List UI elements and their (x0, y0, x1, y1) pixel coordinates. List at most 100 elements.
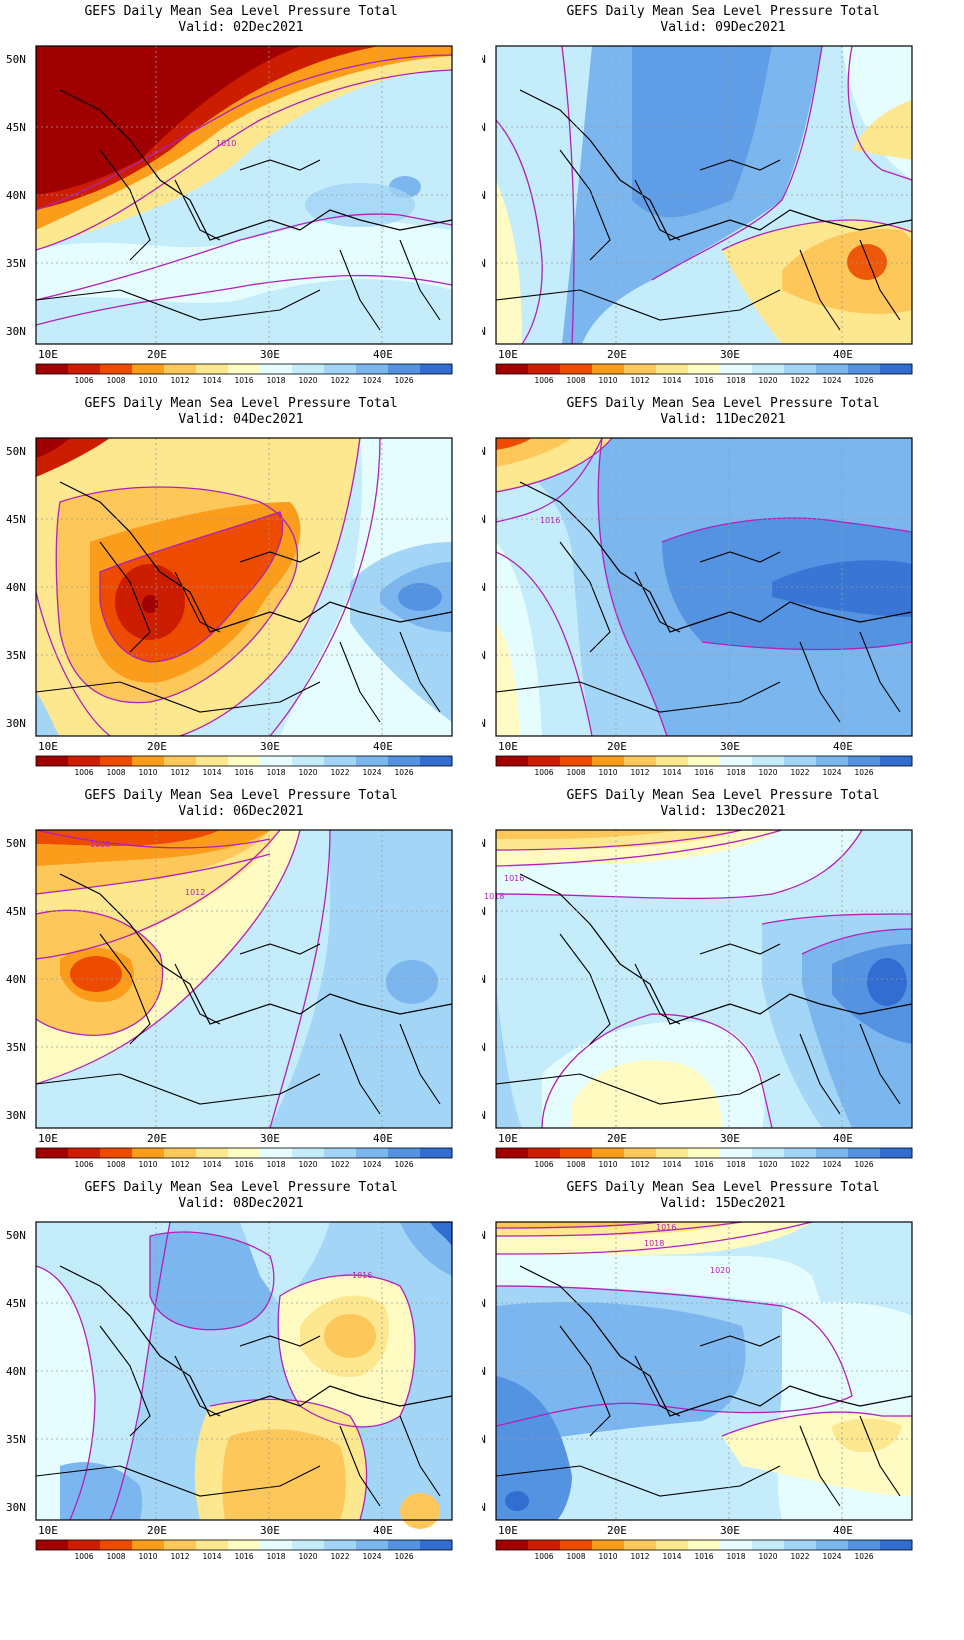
colorbar-swatch (228, 1148, 261, 1158)
lat-tick-label: 35N (6, 649, 26, 662)
colorbar-swatch (560, 1540, 593, 1550)
colorbar-label: 1008 (566, 1552, 585, 1561)
lon-tick-label: 10E (498, 348, 518, 361)
colorbar-swatch (592, 756, 625, 766)
colorbar-label: 1006 (534, 1160, 553, 1169)
colorbar-swatch (68, 1148, 101, 1158)
lat-tick-label: 30N (6, 1109, 26, 1122)
colorbar-swatch (816, 1148, 849, 1158)
colorbar-swatch (420, 364, 453, 374)
panel-valid-date: Valid: 06Dec2021 (178, 804, 304, 819)
lon-tick-label: 20E (147, 1132, 167, 1145)
colorbar-label: 1024 (362, 376, 381, 385)
pressure-map: 50N 45N 40N 35N 30N 10E 20E 30E 40E 1006… (6, 437, 453, 777)
lat-tick-label: 40N (482, 1365, 486, 1378)
colorbar-label: 1014 (662, 1160, 681, 1169)
colorbar-label: 1026 (394, 1160, 413, 1169)
map-panel-02dec: GEFS Daily Mean Sea Level Pressure Total… (0, 0, 482, 410)
colorbar-label: 1026 (854, 1160, 873, 1169)
colorbar-label: 1006 (534, 768, 553, 777)
colorbar-label: 1008 (566, 1160, 585, 1169)
colorbar-label: 1008 (106, 1552, 125, 1561)
colorbar-swatch (420, 756, 453, 766)
lat-tick-label: 35N (482, 649, 486, 662)
lat-tick-label: 45N (6, 121, 26, 134)
colorbar-label: 1014 (662, 376, 681, 385)
colorbar-swatch (496, 1148, 529, 1158)
lon-tick-label: 20E (607, 1132, 627, 1145)
colorbar-label: 1012 (170, 768, 189, 777)
lon-tick-label: 40E (373, 1132, 393, 1145)
colorbar-swatch (528, 1148, 561, 1158)
panel-valid-date: Valid: 13Dec2021 (660, 804, 786, 819)
colorbar-swatch (324, 364, 357, 374)
pressure-map: 1012 1008 50N 45N 40N 35N 30N 10E 20E 30… (6, 829, 453, 1169)
lon-tick-label: 10E (38, 740, 58, 753)
colorbar-label: 1010 (598, 1160, 617, 1169)
colorbar-label: 1012 (630, 376, 649, 385)
colorbar-swatch (496, 1540, 529, 1550)
contour-label: 1010 (216, 139, 236, 148)
colorbar-swatch (356, 1540, 389, 1550)
lat-tick-label: 30N (482, 325, 486, 338)
panel-title: GEFS Daily Mean Sea Level Pressure Total (84, 4, 398, 19)
colorbar-label: 1018 (726, 376, 745, 385)
map-panel-13dec: GEFS Daily Mean Sea Level Pressure Total… (482, 784, 964, 1194)
colorbar-swatch (880, 1540, 913, 1550)
lat-tick-label: 50N (482, 53, 486, 66)
colorbar-label: 1022 (330, 768, 349, 777)
colorbar-label: 1010 (138, 376, 157, 385)
colorbar-label: 1012 (630, 1160, 649, 1169)
colorbar-swatch (624, 756, 657, 766)
panel-valid-date: Valid: 15Dec2021 (660, 1196, 786, 1211)
lon-tick-label: 10E (498, 740, 518, 753)
panel-valid-date: Valid: 09Dec2021 (660, 20, 786, 35)
colorbar-label: 1020 (758, 768, 777, 777)
colorbar-swatch (816, 756, 849, 766)
colorbar-swatch (324, 1540, 357, 1550)
colorbar-label: 1010 (598, 768, 617, 777)
colorbar-swatch (624, 1148, 657, 1158)
colorbar-label: 1016 (694, 1552, 713, 1561)
colorbar-label: 1006 (74, 768, 93, 777)
colorbar-swatch (496, 364, 529, 374)
colorbar-label: 1008 (106, 376, 125, 385)
lat-tick-label: 50N (6, 53, 26, 66)
colorbar-swatch (164, 364, 197, 374)
pressure-map: 1016 50N 45N 40N 35N 30N 10E 20E 30E 40E… (6, 1221, 453, 1561)
colorbar-label: 1024 (362, 768, 381, 777)
colorbar-label: 1018 (266, 1552, 285, 1561)
colorbar-label: 1010 (598, 376, 617, 385)
colorbar-label: 1022 (790, 376, 809, 385)
lon-tick-label: 40E (833, 348, 853, 361)
colorbar-label: 1014 (662, 768, 681, 777)
lon-tick-label: 30E (260, 1524, 280, 1537)
colorbar-label: 1010 (138, 1552, 157, 1561)
lat-tick-label: 35N (482, 1433, 486, 1446)
colorbar-swatch (784, 756, 817, 766)
colorbar-swatch (260, 1540, 293, 1550)
panel-valid-date: Valid: 11Dec2021 (660, 412, 786, 427)
colorbar-swatch (68, 756, 101, 766)
colorbar-swatch (496, 756, 529, 766)
map-panel-09dec: GEFS Daily Mean Sea Level Pressure Total… (482, 0, 964, 410)
colorbar-label: 1014 (202, 1160, 221, 1169)
colorbar-swatch (848, 1540, 881, 1550)
colorbar-label: 1016 (694, 376, 713, 385)
colorbar-label: 1012 (170, 1160, 189, 1169)
lat-tick-label: 45N (482, 513, 486, 526)
map-panel-11dec: GEFS Daily Mean Sea Level Pressure Total… (482, 392, 964, 802)
colorbar-swatch (624, 364, 657, 374)
colorbar-swatch (592, 364, 625, 374)
colorbar-swatch (36, 756, 69, 766)
colorbar-label: 1016 (694, 1160, 713, 1169)
colorbar-swatch (656, 364, 689, 374)
panel-title: GEFS Daily Mean Sea Level Pressure Total (84, 788, 398, 803)
colorbar-label: 1020 (298, 768, 317, 777)
lon-tick-label: 10E (498, 1132, 518, 1145)
colorbar-swatch (36, 1540, 69, 1550)
colorbar-label: 1016 (694, 768, 713, 777)
lon-tick-label: 30E (720, 1524, 740, 1537)
lon-tick-label: 40E (833, 1524, 853, 1537)
colorbar-swatch (752, 756, 785, 766)
